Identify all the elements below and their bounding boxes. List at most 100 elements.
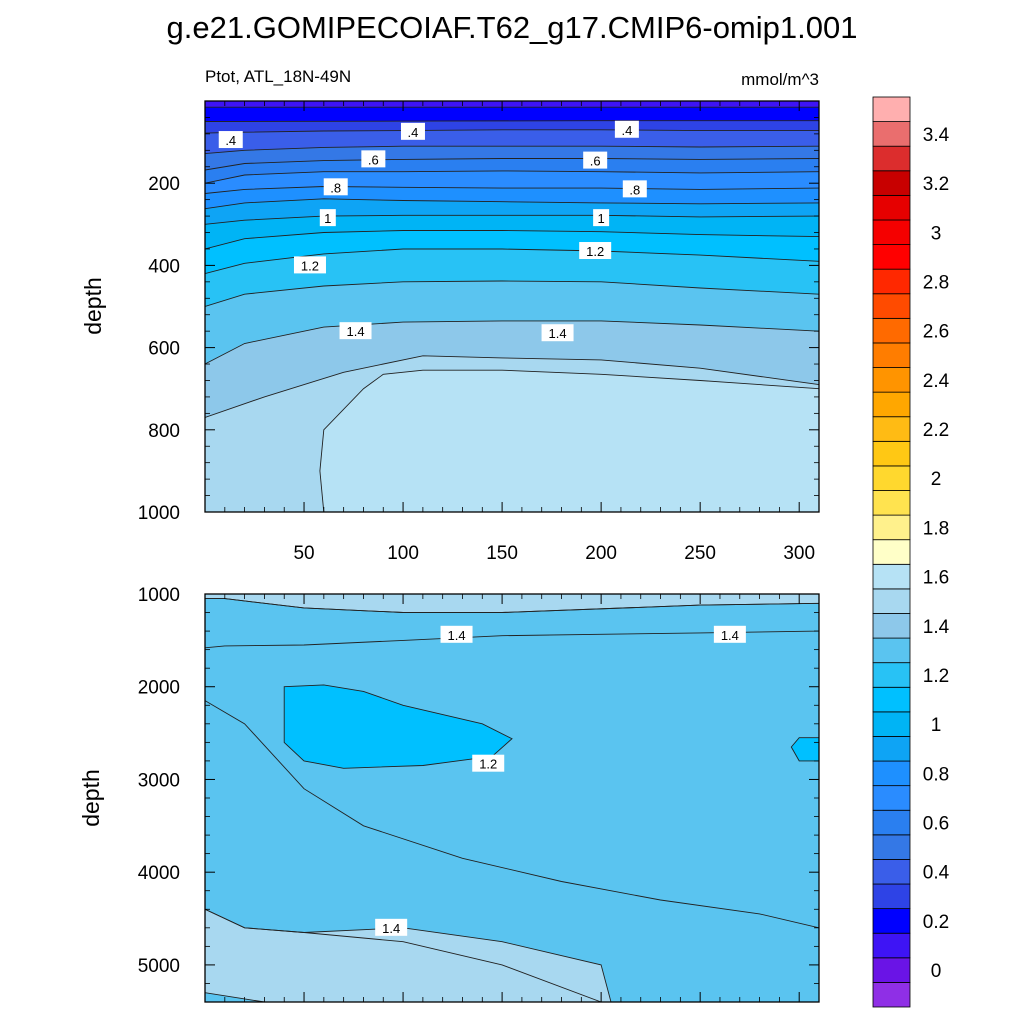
colorbar-box xyxy=(872,268,911,295)
colorbar-box xyxy=(872,342,911,368)
contour-label-box xyxy=(614,120,639,138)
contour-label-text: 1.4 xyxy=(346,324,364,339)
lower-contour-lines xyxy=(205,594,819,1002)
upper-x-tick-label: 150 xyxy=(486,543,518,564)
colorbar-box xyxy=(872,317,911,344)
contour-label-text: 1 xyxy=(324,211,331,226)
upper-contour-line xyxy=(205,280,819,307)
colorbar-box xyxy=(872,219,911,245)
lower-fill-region xyxy=(205,700,819,1002)
colorbar-box xyxy=(872,367,911,393)
left-string: Ptot, ATL_18N-49N xyxy=(205,67,351,86)
lower-y-tick-label: 3000 xyxy=(138,770,180,791)
contour-label: .6 xyxy=(361,150,386,168)
contour-label: .8 xyxy=(323,178,348,196)
upper-contour-line xyxy=(205,320,819,365)
colorbar-boxes xyxy=(872,96,911,1008)
colorbar-label: 0 xyxy=(931,961,942,982)
contour-label: 1.4 xyxy=(713,625,746,643)
lower-fill-region xyxy=(791,737,819,761)
colorbar-box xyxy=(872,391,911,418)
contour-label-box xyxy=(713,625,746,643)
upper-contour-line xyxy=(205,248,819,275)
contour-label: 1.2 xyxy=(293,256,326,274)
upper-y-tick-label: 400 xyxy=(148,256,180,277)
colorbar-label: 3.4 xyxy=(923,125,950,146)
colorbar-box xyxy=(872,490,911,516)
upper-frame xyxy=(204,100,820,513)
colorbar-box xyxy=(872,194,911,221)
contour-label: 1.4 xyxy=(375,918,408,936)
colorbar-label: 1.2 xyxy=(923,666,949,687)
upper-contour-line xyxy=(205,186,819,194)
colorbar-label: 1.6 xyxy=(923,568,949,589)
colorbar-label: 2.6 xyxy=(923,322,949,343)
upper-contour-line xyxy=(205,120,819,122)
units-string: mmol/m^3 xyxy=(741,70,819,89)
contour-label-box xyxy=(218,131,243,149)
colorbar-box xyxy=(872,121,911,147)
upper-contour-line xyxy=(205,158,819,171)
contour-label-box xyxy=(361,150,386,168)
contour-label-text: .8 xyxy=(330,180,341,195)
contour-label: .4 xyxy=(614,120,639,138)
colorbar-box xyxy=(872,711,911,737)
lower-fill-region xyxy=(205,598,819,648)
colorbar-box xyxy=(872,293,911,319)
colorbar-labels: 0 0.2 0.4 0.6 0.8 1 1.2 1.4 1.6 1.8 2 2.2 2.4 2.6 2.8 3… xyxy=(923,125,950,982)
lower-contour-line xyxy=(790,737,819,762)
contour-label-box xyxy=(375,918,408,936)
colorbar-box xyxy=(872,686,911,713)
contour-label: 1.4 xyxy=(541,324,574,342)
colorbar-label: 3.2 xyxy=(923,174,949,195)
colorbar-label: 2.8 xyxy=(923,272,949,293)
colorbar-box xyxy=(872,834,911,860)
colorbar-label: 3 xyxy=(931,223,942,244)
colorbar-box xyxy=(872,982,911,1008)
colorbar: 0 0.2 0.4 0.6 0.8 1 1.2 1.4 1.6 1.8 2 2.2 2.4 2.6 2.8 3… xyxy=(872,96,950,1008)
colorbar-box xyxy=(872,563,911,590)
contour-label-box xyxy=(541,324,574,342)
colorbar-box xyxy=(872,760,911,787)
upper-x-tick-label: 250 xyxy=(684,543,716,564)
lower-contour-line xyxy=(205,598,819,649)
contour-label-text: 1.4 xyxy=(448,628,466,643)
contour-label-text: .4 xyxy=(621,123,632,138)
upper-axes: 200 400 600 800 1000 50 100 150 200 250 300 xyxy=(138,100,820,564)
upper-contour-lines xyxy=(205,106,819,512)
upper-contour-labels: .4 .4 .4 .6 .6 .8 .8 1 1 1.2 1.2 1.4 1.4 xyxy=(218,120,647,342)
colorbar-box xyxy=(872,932,911,959)
contour-label-text: 1.4 xyxy=(382,921,400,936)
lower-panel: 1.4 1.4 1.2 1.4 1000 2000 3000 4000 5000 depth xyxy=(78,585,820,1003)
upper-contour-fills xyxy=(205,101,819,512)
contour-label: 1.4 xyxy=(440,625,473,643)
upper-contour-line xyxy=(205,230,819,250)
chart-title: g.e21.GOMIPECOIAF.T62_g17.CMIP6-omip1.00… xyxy=(167,10,858,45)
upper-contour-line xyxy=(319,369,819,512)
contour-label-text: 1.2 xyxy=(479,757,497,772)
colorbar-label: 0.8 xyxy=(923,764,949,785)
colorbar-box xyxy=(872,908,911,934)
upper-x-tick-label: 100 xyxy=(387,543,419,564)
contour-label: .6 xyxy=(583,151,608,169)
colorbar-label: 0.4 xyxy=(923,863,950,884)
contour-label: .4 xyxy=(218,131,243,149)
upper-contour-line xyxy=(205,170,819,184)
colorbar-label: 1.4 xyxy=(923,617,950,638)
contour-label-text: .6 xyxy=(590,154,601,169)
colorbar-box xyxy=(872,809,911,836)
upper-x-tick-label: 200 xyxy=(585,543,617,564)
upper-y-tick-label: 200 xyxy=(148,174,180,195)
colorbar-box xyxy=(872,957,911,983)
contour-label: 1.2 xyxy=(472,754,505,772)
colorbar-box xyxy=(872,637,911,664)
contour-label-box xyxy=(579,242,612,260)
upper-contour-line xyxy=(205,198,819,210)
colorbar-box xyxy=(872,145,911,172)
colorbar-box xyxy=(872,859,911,885)
contour-label-text: 1.4 xyxy=(549,326,567,341)
colorbar-box xyxy=(872,416,911,442)
contour-label: 1 xyxy=(593,209,610,227)
lower-axes: 1000 2000 3000 4000 5000 xyxy=(138,585,820,1003)
